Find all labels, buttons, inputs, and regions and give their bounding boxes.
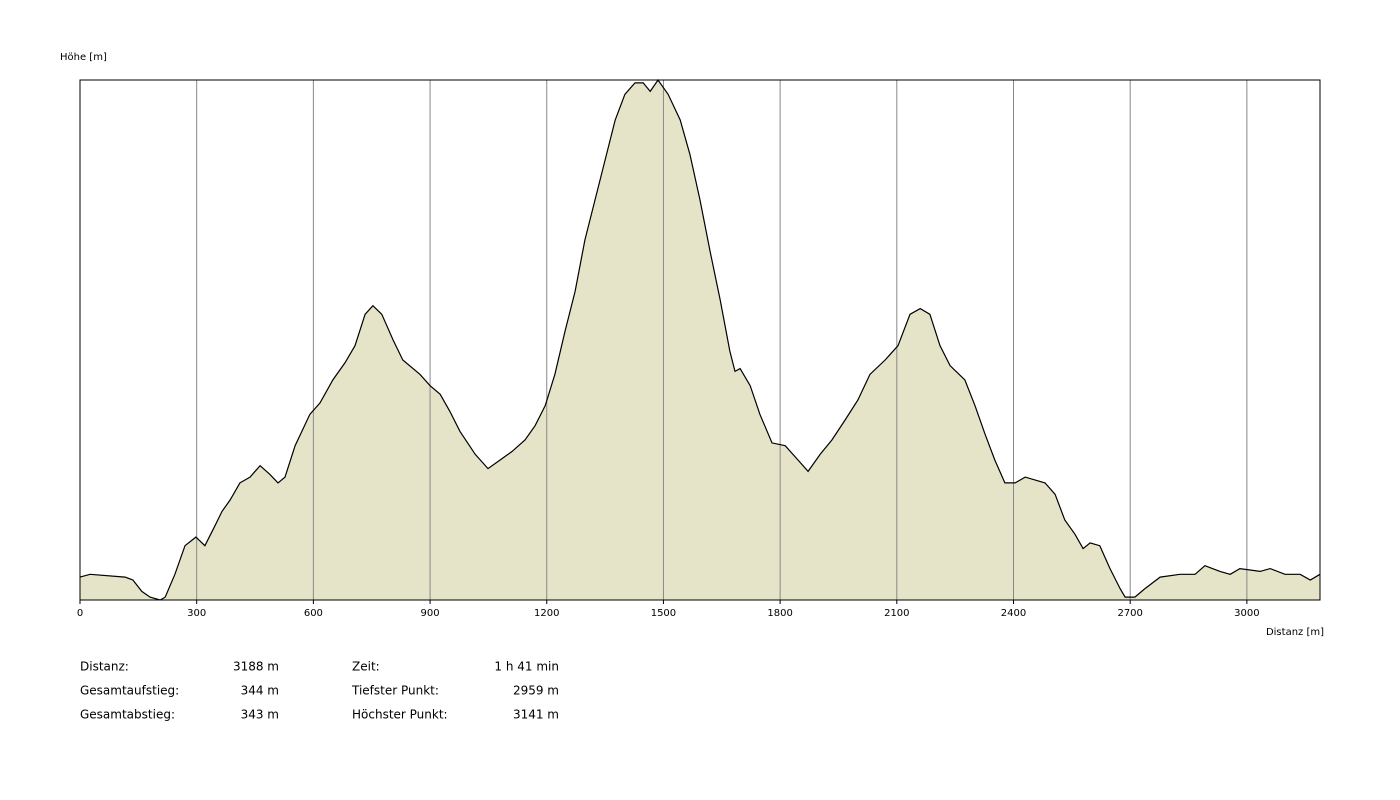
area-fill (80, 80, 1320, 600)
x-tick-label: 0 (77, 608, 83, 619)
x-tick-label: 2700 (1117, 608, 1142, 619)
stat-value: 344 m (241, 684, 279, 698)
x-tick-label: 1200 (534, 608, 559, 619)
elevation-line (79, 78, 1321, 601)
x-tick-label: 1800 (767, 608, 792, 619)
stat-label: Gesamtabstieg: (80, 708, 175, 722)
x-tick-label: 2400 (1001, 608, 1026, 619)
x-axis-label: Distanz [m] (1266, 627, 1324, 638)
stat-label: Distanz: (80, 660, 129, 674)
x-tick-label: 600 (304, 608, 323, 619)
stat-label: Höchster Punkt: (352, 708, 448, 722)
stat-value: 1 h 41 min (494, 660, 559, 674)
stat-value: 3141 m (513, 708, 559, 722)
stat-label: Zeit: (352, 660, 380, 674)
x-tick-label: 1500 (651, 608, 676, 619)
stat-label: Tiefster Punkt: (351, 684, 439, 698)
stat-label: Gesamtaufstieg: (80, 684, 179, 698)
x-tick-label: 300 (187, 608, 206, 619)
x-tick-label: 900 (421, 608, 440, 619)
y-axis-label: Höhe [m] (60, 52, 107, 63)
x-tick-label: 2100 (884, 608, 909, 619)
stat-value: 343 m (241, 708, 279, 722)
x-tick-label: 3000 (1234, 608, 1259, 619)
plot-frame (79, 79, 1321, 601)
stat-value: 2959 m (513, 684, 559, 698)
stat-value: 3188 m (233, 660, 279, 674)
